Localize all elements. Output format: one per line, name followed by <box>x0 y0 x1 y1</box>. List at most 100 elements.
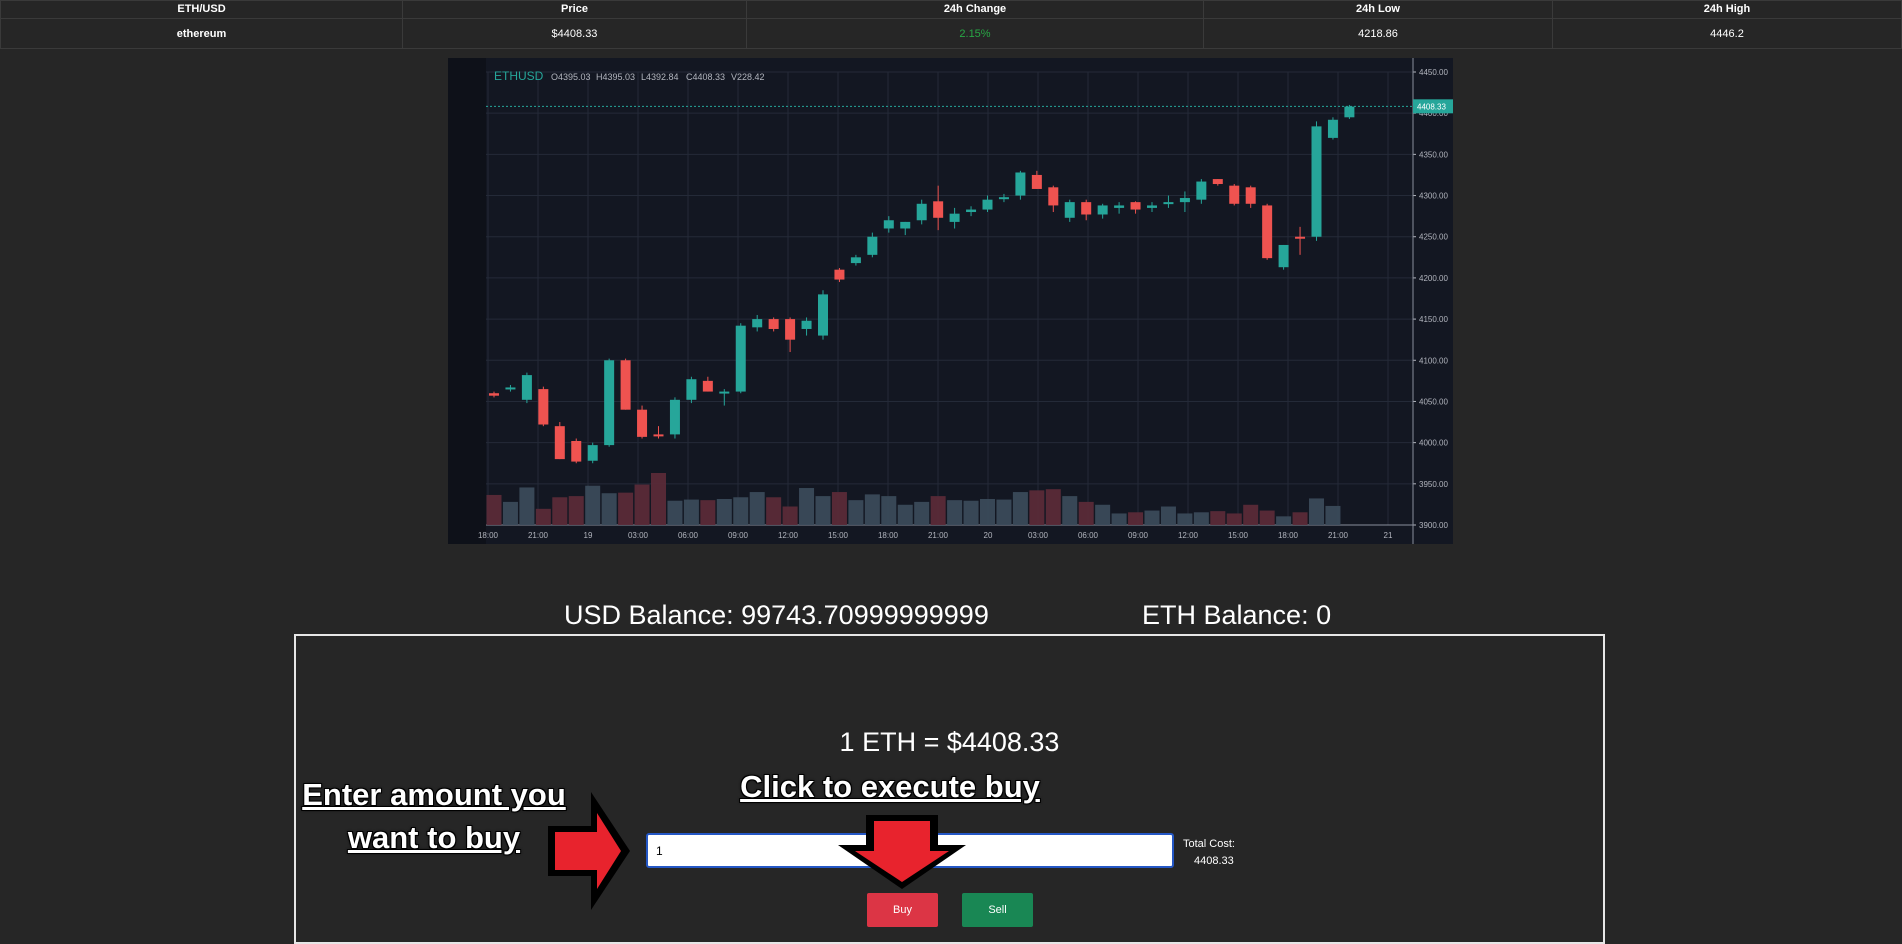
volume-bar <box>683 499 699 525</box>
x-tick-label: 21:00 <box>928 531 949 540</box>
volume-bar <box>1095 504 1111 525</box>
candlestick-chart-svg[interactable]: 4450.00 4400.00 4350.00 4300.00 4250.00 4200.… <box>448 58 1453 544</box>
volume-bar <box>651 473 666 525</box>
volume-bar <box>1210 511 1226 525</box>
volume-bar <box>930 496 946 525</box>
candle-body <box>505 387 516 390</box>
candle-body <box>604 360 615 446</box>
volume-bar <box>667 500 683 525</box>
volume-bar <box>1276 516 1292 525</box>
x-tick-label: 06:00 <box>678 531 699 540</box>
volume-bar <box>996 499 1012 525</box>
price-chart[interactable]: 4450.00 4400.00 4350.00 4300.00 4250.00 4200.… <box>448 58 1453 544</box>
ohlcv-value: H4395.03 <box>596 72 635 82</box>
coin-high: 4446.2 <box>1552 18 1902 49</box>
candle-body <box>998 197 1009 200</box>
candle-body <box>702 380 713 392</box>
volume-bar <box>897 504 913 525</box>
volume-bar <box>733 497 749 525</box>
volume-bar <box>1309 498 1324 525</box>
candle-body <box>587 445 598 461</box>
candle-body <box>686 379 697 400</box>
coin-price: $4408.33 <box>402 18 747 49</box>
volume-bar <box>618 492 634 525</box>
candle-body <box>637 409 648 437</box>
volume-bar <box>519 487 535 525</box>
candle-body <box>1245 187 1256 204</box>
candle-body <box>883 220 894 229</box>
buy-button[interactable]: Buy <box>867 893 938 927</box>
candle-body <box>982 199 993 210</box>
right-arrow-icon <box>548 792 630 910</box>
candle-body <box>1179 198 1190 203</box>
candle-body <box>834 269 845 280</box>
x-tick-label: 21 <box>1384 531 1393 540</box>
candle-body <box>735 325 746 392</box>
instruction-click-buy: Click to execute buy <box>740 769 1040 804</box>
candle-body <box>752 319 763 328</box>
ticker-table: ETH/USD Price 24h Change 24h Low 24h Hig… <box>0 0 1902 49</box>
chart-left-strip <box>448 58 486 544</box>
candle-body <box>1015 172 1026 196</box>
y-tick-label: 4100.00 <box>1419 356 1448 365</box>
x-tick-label: 21:00 <box>1328 531 1349 540</box>
candle-body <box>916 203 927 221</box>
candle-body <box>850 257 861 264</box>
volume-bar <box>963 500 979 525</box>
x-tick-label: 18:00 <box>878 531 899 540</box>
x-tick-label: 15:00 <box>1228 531 1249 540</box>
candle-body <box>867 236 878 255</box>
volume-bar <box>914 501 930 525</box>
y-tick-label: 4300.00 <box>1419 192 1448 201</box>
last-price-tag <box>1413 99 1453 114</box>
candle-body <box>1163 202 1174 205</box>
candle-body <box>1262 205 1273 259</box>
x-tick-label: 20 <box>984 531 993 540</box>
volume-bar <box>831 492 847 525</box>
volume-bar <box>502 501 518 525</box>
candle-body <box>785 319 796 340</box>
candle-body <box>1278 244 1289 268</box>
volume-bar <box>535 508 551 525</box>
total-cost-label: Total Cost: <box>1183 838 1235 850</box>
sell-button[interactable]: Sell <box>962 893 1033 927</box>
candle-body <box>1081 202 1092 215</box>
x-tick-label: 21:00 <box>528 531 549 540</box>
volume-bar <box>947 500 963 525</box>
header-change: 24h Change <box>746 0 1204 19</box>
candle-body <box>719 391 730 394</box>
volume-bar <box>1078 501 1094 525</box>
candle-body <box>1048 187 1059 206</box>
volume-bar <box>1243 504 1259 525</box>
y-tick-label: 4450.00 <box>1419 68 1448 77</box>
volume-bar <box>1259 510 1275 525</box>
volume-bar <box>766 497 782 525</box>
exchange-rate: 1 ETH = $4408.33 <box>839 727 1060 757</box>
volume-bar <box>552 497 568 525</box>
volume-bar <box>1292 512 1308 525</box>
y-tick-label: 4150.00 <box>1419 315 1448 324</box>
volume-bar <box>864 494 880 525</box>
volume-bar <box>815 496 831 525</box>
ohlcv-value: O4395.03 <box>551 72 591 82</box>
volume-bar <box>486 494 502 525</box>
volume-bar <box>585 485 601 525</box>
candle-body <box>620 360 631 410</box>
y-tick-label: 4000.00 <box>1419 439 1448 448</box>
candle-body <box>653 434 664 437</box>
volume-bar <box>1193 512 1209 525</box>
ticker-header-row: ETH/USD Price 24h Change 24h Low 24h Hig… <box>0 0 1902 19</box>
ohlcv-value: L4392.84 <box>641 72 679 82</box>
x-tick-label: 06:00 <box>1078 531 1099 540</box>
volume-bar <box>601 493 617 525</box>
volume-bar <box>1062 496 1078 525</box>
y-tick-label: 3950.00 <box>1419 480 1448 489</box>
header-low: 24h Low <box>1203 0 1553 19</box>
volume-bar <box>782 506 798 525</box>
y-tick-label: 3900.00 <box>1419 521 1448 530</box>
header-high: 24h High <box>1552 0 1902 19</box>
candle-body <box>1114 205 1125 208</box>
candle-body <box>1311 126 1322 237</box>
candle-body <box>966 209 977 213</box>
y-tick-label: 4250.00 <box>1419 233 1448 242</box>
